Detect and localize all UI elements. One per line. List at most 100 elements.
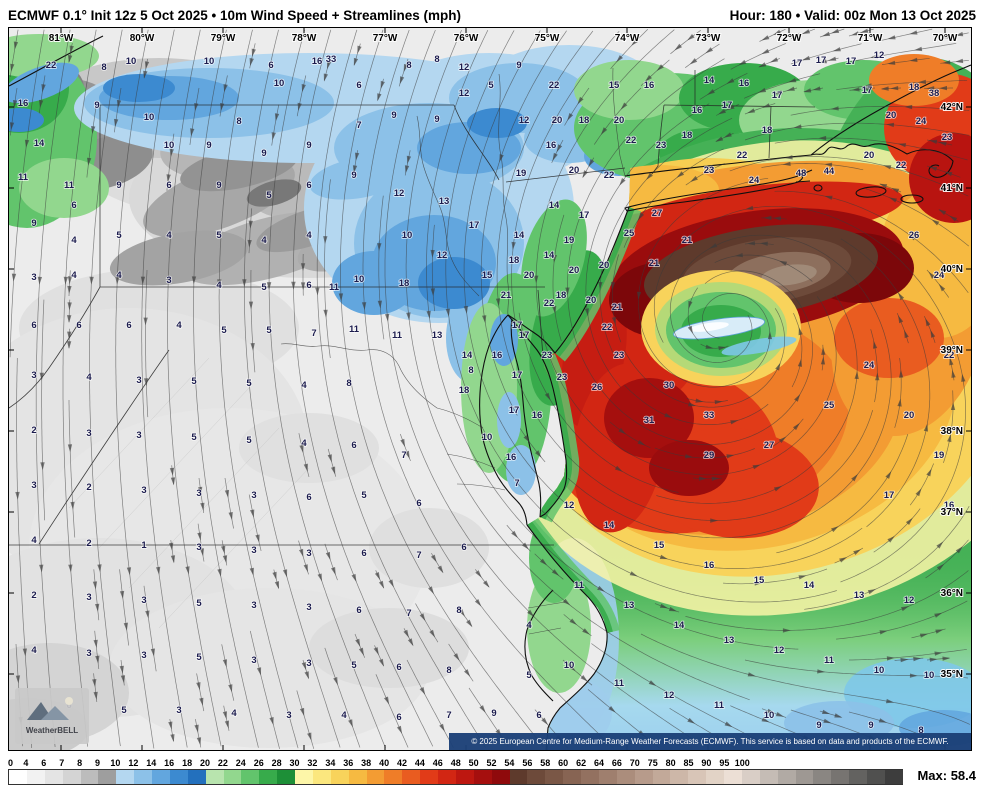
colorbar-cell — [152, 770, 170, 784]
mountain-icon-2 — [41, 706, 69, 720]
wind-speed-value: 2 — [86, 538, 91, 549]
wind-speed-value: 18 — [762, 125, 773, 136]
colorbar-tick: 10 — [110, 758, 121, 768]
wind-speed-value: 3 — [136, 430, 141, 441]
wind-speed-value: 4 — [301, 438, 307, 449]
wind-speed-value: 21 — [649, 258, 660, 269]
wind-speed-value: 17 — [509, 405, 520, 416]
north-wind-shading — [74, 45, 659, 383]
colorbar-cell — [867, 770, 885, 784]
latitude-label: 35°N — [941, 669, 963, 680]
wind-speed-value: 5 — [221, 325, 227, 336]
wind-speed-value: 10 — [564, 660, 575, 671]
wind-speed-value: 4 — [301, 380, 307, 391]
separator: • — [795, 8, 801, 23]
wind-speed-value: 6 — [396, 712, 401, 723]
wind-speed-value: 16 — [704, 560, 715, 571]
wind-speed-value: 14 — [604, 520, 615, 531]
wind-speed-value: 48 — [796, 168, 807, 179]
wind-speed-value: 13 — [724, 635, 735, 646]
wind-speed-value: 20 — [599, 260, 610, 271]
colorbar-cell — [98, 770, 117, 784]
wind-speed-value: 12 — [459, 62, 470, 73]
latitude-label: 42°N — [941, 102, 963, 113]
wind-speed-value: 6 — [356, 605, 361, 616]
wind-speed-value: 5 — [261, 282, 267, 293]
wind-speed-value: 6 — [356, 80, 361, 91]
wind-speed-value: 33 — [326, 54, 337, 65]
wind-speed-value: 23 — [656, 140, 667, 151]
wind-speed-value: 9 — [516, 60, 521, 71]
wind-speed-value: 6 — [306, 492, 311, 503]
colorbar-cell — [223, 770, 242, 784]
wind-speed-value: 14 — [462, 350, 473, 361]
model-name: ECMWF 0.1° — [8, 8, 87, 23]
colorbar-tick: 20 — [199, 758, 210, 768]
map-subtitle: Init 12z 5 Oct 2025 • 10m Wind Speed + S… — [86, 8, 462, 23]
wind-speed-value: 22 — [549, 80, 560, 91]
colorbar-cell — [634, 770, 653, 784]
wind-speed-value: 5 — [361, 490, 367, 501]
wind-speed-value: 9 — [94, 100, 99, 111]
wind-speed-value: 10 — [126, 56, 137, 67]
wind-speed-value: 16 — [18, 98, 29, 109]
wind-speed-value: 16 — [532, 410, 543, 421]
colorbar-tick: 36 — [343, 758, 354, 768]
wind-speed-value: 22 — [737, 150, 748, 161]
wind-speed-value: 16 — [944, 500, 955, 511]
wind-speed-value: 7 — [416, 550, 421, 561]
wind-speed-value: 25 — [824, 400, 835, 411]
wind-speed-value: 16 — [739, 78, 750, 89]
wind-speed-value: 21 — [501, 290, 512, 301]
colorbar-tick: 48 — [450, 758, 461, 768]
colorbar-tick: 62 — [576, 758, 587, 768]
wind-speed-value: 8 — [456, 605, 461, 616]
longitude-label: 78°W — [292, 33, 317, 44]
wind-speed-value: 9 — [391, 110, 396, 121]
wind-speed-value: 6 — [268, 60, 273, 71]
wind-speed-value: 4 — [216, 280, 222, 291]
ridge-texture — [68, 357, 310, 629]
wind-speed-value: 12 — [874, 50, 885, 61]
wind-speed-value: 22 — [944, 350, 955, 361]
colorbar-cell — [581, 770, 599, 784]
wind-speed-value: 17 — [579, 210, 590, 221]
colorbar-tick: 64 — [593, 758, 604, 768]
colorbar-cell — [348, 770, 367, 784]
wind-speed-value: 17 — [792, 58, 803, 69]
wind-speed-value: 4 — [166, 230, 172, 241]
wind-speed-value: 5 — [216, 230, 222, 241]
wind-speed-value: 14 — [34, 138, 45, 149]
wind-speed-value: 2 — [86, 482, 91, 493]
colorbar-cell — [598, 770, 617, 784]
wind-speed-value: 18 — [909, 82, 920, 93]
wind-speed-value: 16 — [644, 80, 655, 91]
longitude-label: 80°W — [130, 33, 155, 44]
latitude-label: 36°N — [941, 588, 963, 599]
wind-speed-value: 3 — [136, 375, 141, 386]
map-title: ECMWF 0.1° Init 12z 5 Oct 2025 • 10m Win… — [8, 8, 461, 23]
wind-speed-value: 25 — [624, 228, 635, 239]
wind-speed-value: 26 — [592, 382, 603, 393]
wind-speed-value: 17 — [722, 100, 733, 111]
colorbar-tick: 26 — [253, 758, 264, 768]
colorbar-cell — [420, 770, 438, 784]
wind-speed-value: 6 — [536, 710, 541, 721]
wind-speed-value: 3 — [306, 602, 311, 613]
colorbar-cell — [384, 770, 403, 784]
colorbar-tick: 16 — [164, 758, 175, 768]
colorbar-cell — [80, 770, 99, 784]
wind-speed-value: 26 — [909, 230, 920, 241]
coastline — [9, 35, 971, 750]
wind-speed-value: 5 — [266, 190, 272, 201]
wind-speed-value: 9 — [216, 180, 221, 191]
wind-speed-value: 2 — [31, 590, 36, 601]
colorbar-cell — [169, 770, 188, 784]
copyright-text: © 2025 European Centre for Medium-Range … — [471, 737, 948, 746]
wind-speed-value: 3 — [86, 592, 91, 603]
wind-speed-value: 15 — [654, 540, 665, 551]
wind-speed-value: 20 — [586, 295, 597, 306]
wind-speed-value: 16 — [692, 105, 703, 116]
wind-speed-value: 3 — [251, 490, 256, 501]
